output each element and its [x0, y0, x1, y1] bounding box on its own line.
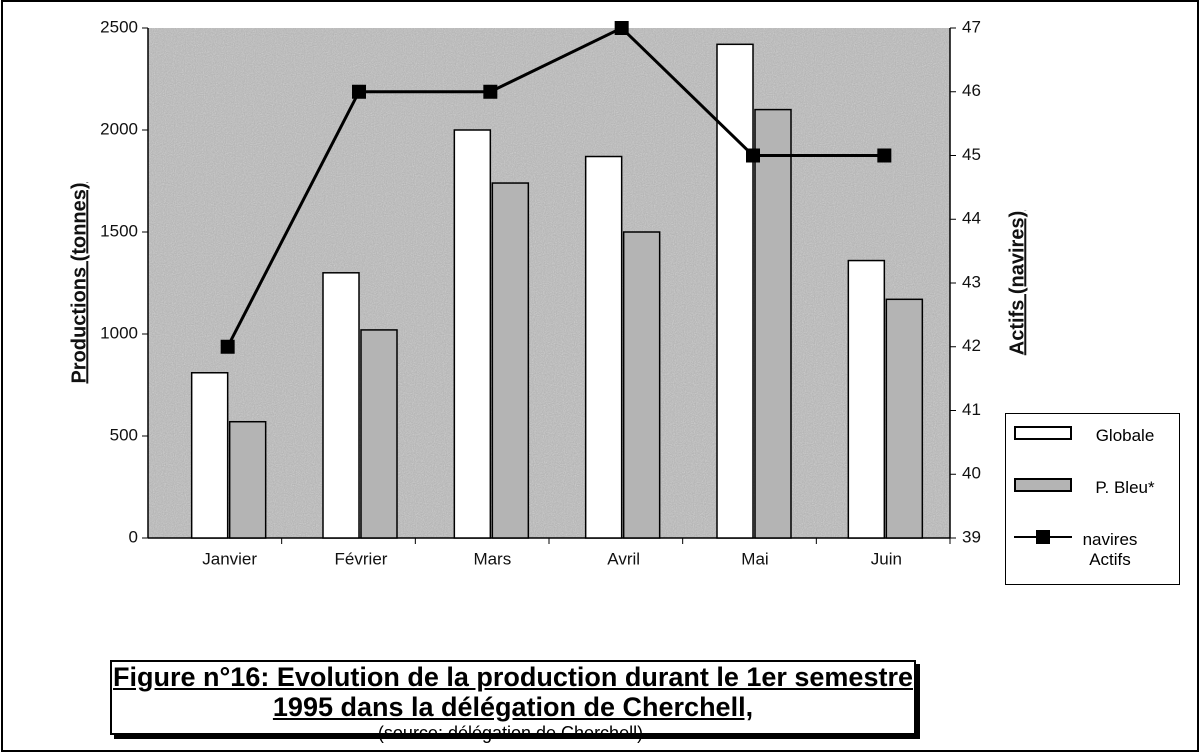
plot-texture	[148, 28, 950, 538]
y-tick-label: 1000	[100, 323, 138, 342]
bar	[622, 231, 661, 539]
y-tick-label: 1500	[100, 221, 138, 240]
line-marker	[614, 21, 629, 35]
legend-label: P. Bleu*	[1095, 478, 1155, 497]
x-tick-label: Avril	[607, 549, 640, 568]
y2-tick-label: 45	[962, 145, 981, 164]
bar	[847, 259, 886, 539]
y2-tick-label: 39	[962, 527, 981, 546]
line-marker	[220, 339, 235, 354]
y-axis-label: Productions (tonnes)	[68, 182, 90, 383]
legend-label: navires Actifs	[1082, 530, 1138, 569]
legend-label: Globale	[1095, 426, 1155, 445]
legend-swatch	[1014, 426, 1072, 440]
bar	[190, 372, 229, 539]
bar	[228, 420, 267, 539]
y-tick-label: 2000	[100, 119, 138, 138]
legend-swatch	[1014, 530, 1072, 544]
y2-tick-label: 41	[962, 400, 981, 419]
line-marker	[877, 148, 892, 163]
chart-source: (source: délégation de Cherchell).	[377, 723, 649, 743]
y-tick-label: 500	[110, 425, 138, 444]
bar	[716, 43, 754, 539]
y2-tick-label: 44	[962, 209, 981, 228]
y2-tick-label: 47	[962, 17, 981, 36]
legend-item: P. Bleu*	[1014, 478, 1170, 498]
line-marker	[352, 84, 366, 99]
legend: Globale P. Bleu* navires Actifs	[1005, 413, 1180, 585]
x-tick-label: Mai	[741, 549, 768, 568]
bar	[322, 272, 360, 539]
y2-axis-label: Actifs (navires)	[1006, 211, 1028, 356]
x-tick-label: Juin	[871, 549, 902, 568]
y2-tick-label: 40	[962, 464, 981, 483]
line-marker	[746, 148, 760, 163]
bar	[491, 182, 530, 539]
bar	[885, 298, 924, 539]
y-tick-label: 2500	[100, 17, 138, 36]
y-tick-label: 0	[129, 527, 138, 546]
bar	[453, 129, 492, 539]
y2-tick-label: 42	[962, 336, 981, 355]
bar	[584, 155, 623, 539]
x-tick-label: Février	[335, 549, 388, 568]
y2-tick-label: 43	[962, 272, 981, 291]
x-tick-label: Mars	[473, 549, 511, 568]
legend-swatch	[1014, 478, 1072, 492]
chart-title: 1995 dans la délégation de Cherchell,	[272, 692, 754, 722]
legend-item: navires Actifs	[1014, 530, 1140, 570]
line-marker	[483, 84, 498, 99]
bar	[754, 108, 792, 539]
title-box: Figure n°16: Evolution de la production …	[110, 660, 916, 743]
legend-item: Globale	[1014, 426, 1170, 446]
bar	[360, 329, 398, 539]
y2-tick-label: 46	[962, 81, 981, 100]
line	[226, 26, 885, 348]
chart-title: Figure n°16: Evolution de la production …	[113, 662, 913, 692]
x-tick-label: Janvier	[202, 549, 257, 568]
